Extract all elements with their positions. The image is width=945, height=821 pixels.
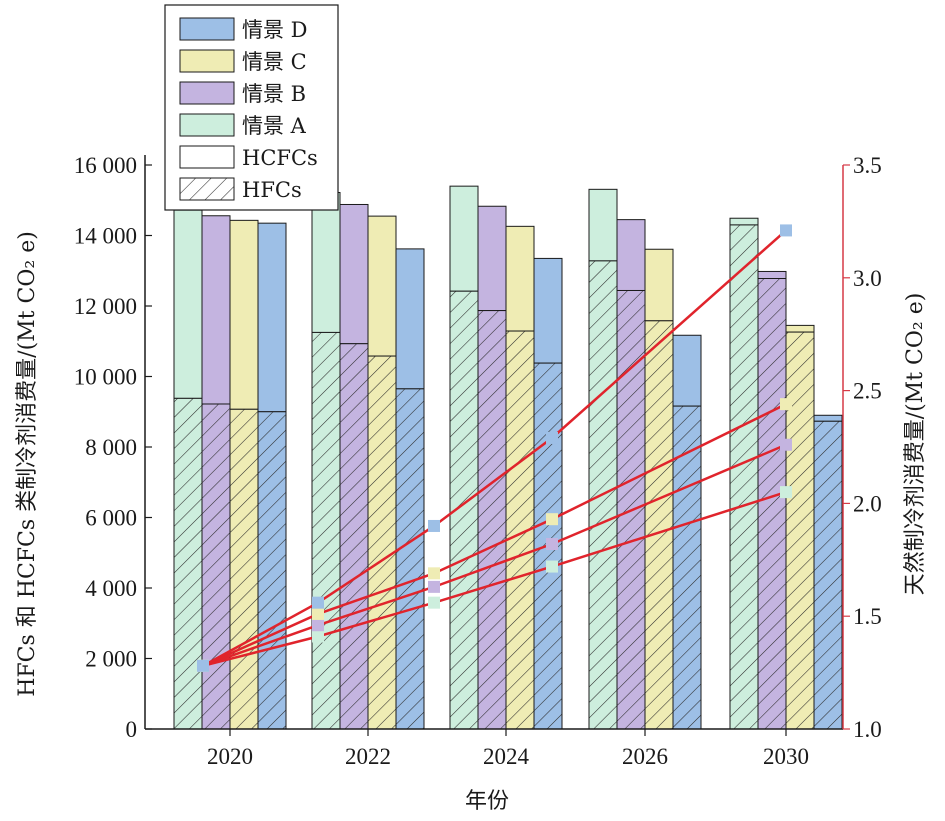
left-tick-label: 4 000: [85, 576, 137, 601]
marker-scenario-C-2030: [780, 398, 792, 411]
legend-swatch-C: [179, 49, 235, 73]
bar-hfcs-hatch-B-2022: [339, 343, 369, 730]
marker-scenario-C-2024: [428, 567, 440, 580]
bar-hcfcs-D-2024: [533, 257, 563, 364]
lines-layer: [197, 224, 792, 672]
bar-hfcs-hatch-C-2026: [644, 320, 674, 730]
x-tick-label: 2022: [345, 744, 391, 769]
bar-hcfcs-A-2026: [588, 188, 618, 262]
x-tick-label: 2030: [763, 744, 809, 769]
left-tick-label: 14 000: [74, 224, 137, 249]
bar-hfcs-hatch-B-2020: [201, 403, 231, 730]
bar-hfcs-hatch-D-2026: [672, 405, 702, 730]
legend-label-C: 情景 C: [242, 50, 307, 74]
bar-hcfcs-C-2030: [785, 324, 815, 333]
marker-scenario-B-2026: [546, 538, 558, 551]
bar-hcfcs-B-2030: [757, 270, 787, 280]
marker-scenario-D-2030: [780, 224, 792, 237]
bar-hfcs-hatch-C-2022: [367, 355, 397, 730]
legend-label-HCFCs: HCFCs: [242, 146, 318, 170]
legend-label-HFCs: HFCs: [242, 178, 302, 202]
x-tick-label: 2024: [483, 744, 530, 769]
bar-hcfcs-C-2020: [229, 219, 259, 410]
bar-hcfcs-B-2026: [616, 219, 646, 291]
bar-hfcs-hatch-A-2022: [311, 331, 341, 730]
legend-swatch-D: [179, 17, 235, 41]
legend-label-D: 情景 D: [242, 18, 308, 42]
marker-scenario-C-2026: [546, 513, 558, 526]
marker-scenario-C-2022: [312, 607, 324, 620]
bar-hfcs-hatch-A-2030: [729, 224, 759, 730]
bar-hcfcs-D-2030: [813, 414, 843, 422]
left-tick-label: 8 000: [85, 435, 137, 460]
bar-hcfcs-A-2030: [729, 217, 759, 226]
bar-hfcs-hatch-D-2020: [257, 411, 287, 730]
left-y-axis-title: HFCs 和 HCFCs 类制冷剂消费量/(Mt CO₂ e): [15, 231, 40, 697]
legend: 情景 D 情景 C 情景 B 情景 A HCFCs HFCs: [164, 4, 339, 211]
bar-hcfcs-C-2026: [644, 248, 674, 322]
marker-scenario-B-2024: [428, 580, 440, 593]
bar-hcfcs-C-2022: [367, 215, 397, 357]
right-tick-label: 1.5: [853, 604, 882, 629]
right-tick-label: 3.5: [853, 153, 882, 178]
marker-scenario-A-2026: [546, 560, 558, 573]
left-tick-label: 12 000: [74, 294, 137, 319]
legend-swatch-HCFCs: [179, 145, 235, 169]
marker-scenario-A-2030: [780, 486, 792, 499]
bar-hcfcs-C-2024: [505, 225, 535, 332]
right-tick-label: 2.0: [853, 491, 882, 516]
marker-scenario-D-2026: [546, 431, 558, 444]
legend-label-B: 情景 B: [242, 82, 306, 106]
right-tick-label: 3.0: [853, 266, 882, 291]
bar-hcfcs-B-2024: [477, 205, 507, 312]
bar-hcfcs-D-2022: [395, 248, 425, 390]
legend-label-A: 情景 A: [242, 114, 307, 138]
bar-hfcs-hatch-C-2020: [229, 408, 259, 730]
right-tick-label: 2.5: [853, 379, 882, 404]
bar-hcfcs-D-2026: [672, 334, 702, 407]
x-tick-label: 2026: [622, 744, 668, 769]
marker-scenario-D-2024: [428, 519, 440, 532]
marker-scenario-B-2030: [780, 438, 792, 451]
right-y-axis-title: 天然制冷剂消费量/(Mt CO₂ e): [903, 293, 928, 596]
bar-hfcs-hatch-A-2020: [173, 397, 203, 730]
bar-hcfcs-A-2024: [449, 185, 479, 292]
left-tick-label: 10 000: [74, 365, 137, 390]
left-tick-label: 0: [126, 717, 138, 742]
left-tick-label: 16 000: [74, 153, 137, 178]
bar-hcfcs-B-2020: [201, 215, 231, 405]
bar-hfcs-hatch-B-2024: [477, 310, 507, 730]
legend-swatch-hatch: [179, 177, 235, 201]
bar-hfcs-hatch-D-2030: [813, 420, 843, 730]
bar-hcfcs-A-2020: [173, 209, 203, 399]
marker-scenario-A-2024: [428, 596, 440, 609]
left-tick-label: 6 000: [85, 506, 137, 531]
x-axis-title: 年份: [465, 789, 509, 814]
left-tick-label: 2 000: [85, 647, 137, 672]
legend-swatch-A: [179, 113, 235, 137]
bar-hfcs-hatch-B-2030: [757, 278, 787, 730]
bar-hcfcs-D-2020: [257, 222, 287, 413]
marker-scenario-B-2022: [312, 619, 324, 632]
axes-layer: 0 2 000 4 000 6 000 8 000 10 000 12 000 14 000 1…: [74, 153, 882, 769]
marker-scenario-D-2022: [312, 596, 324, 609]
bars-layer: [173, 185, 843, 730]
bar-hcfcs-A-2022: [311, 191, 341, 333]
marker-scenario-A-2022: [312, 630, 324, 643]
x-tick-label: 2020: [207, 744, 253, 769]
bar-hcfcs-B-2022: [339, 203, 369, 345]
bar-hfcs-hatch-C-2030: [785, 331, 815, 730]
legend-swatch-B: [179, 81, 235, 105]
right-tick-label: 1.0: [853, 717, 882, 742]
bar-hfcs-hatch-D-2022: [395, 388, 425, 730]
marker-scenario-D-2020: [197, 659, 209, 672]
